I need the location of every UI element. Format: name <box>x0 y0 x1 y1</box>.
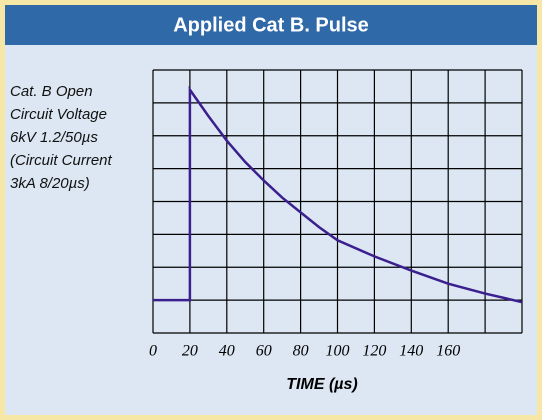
annotation: 6kV 1.2/50µs <box>10 129 98 146</box>
annotation: Cat. B Open <box>10 83 93 100</box>
x-tick-label: 40 <box>219 343 235 360</box>
header <box>5 5 537 45</box>
x-tick-label: 100 <box>326 343 350 360</box>
x-tick-label: 160 <box>436 343 460 360</box>
x-tick-label: 60 <box>256 343 272 360</box>
x-tick-label: 140 <box>399 343 423 360</box>
pulse-line <box>153 85 523 304</box>
annotation: Circuit Voltage <box>10 106 107 123</box>
annotation: 3kA 8/20µs) <box>10 175 90 192</box>
x-tick-label: 80 <box>293 343 309 360</box>
annotation: (Circuit Current <box>10 152 113 169</box>
x-tick-label: 120 <box>362 343 386 360</box>
x-axis-label: TIME (µs) <box>286 376 357 393</box>
x-tick-label: 20 <box>182 343 198 360</box>
x-tick-label: 0 <box>149 343 157 360</box>
chart-title: Applied Cat B. Pulse <box>173 14 369 36</box>
